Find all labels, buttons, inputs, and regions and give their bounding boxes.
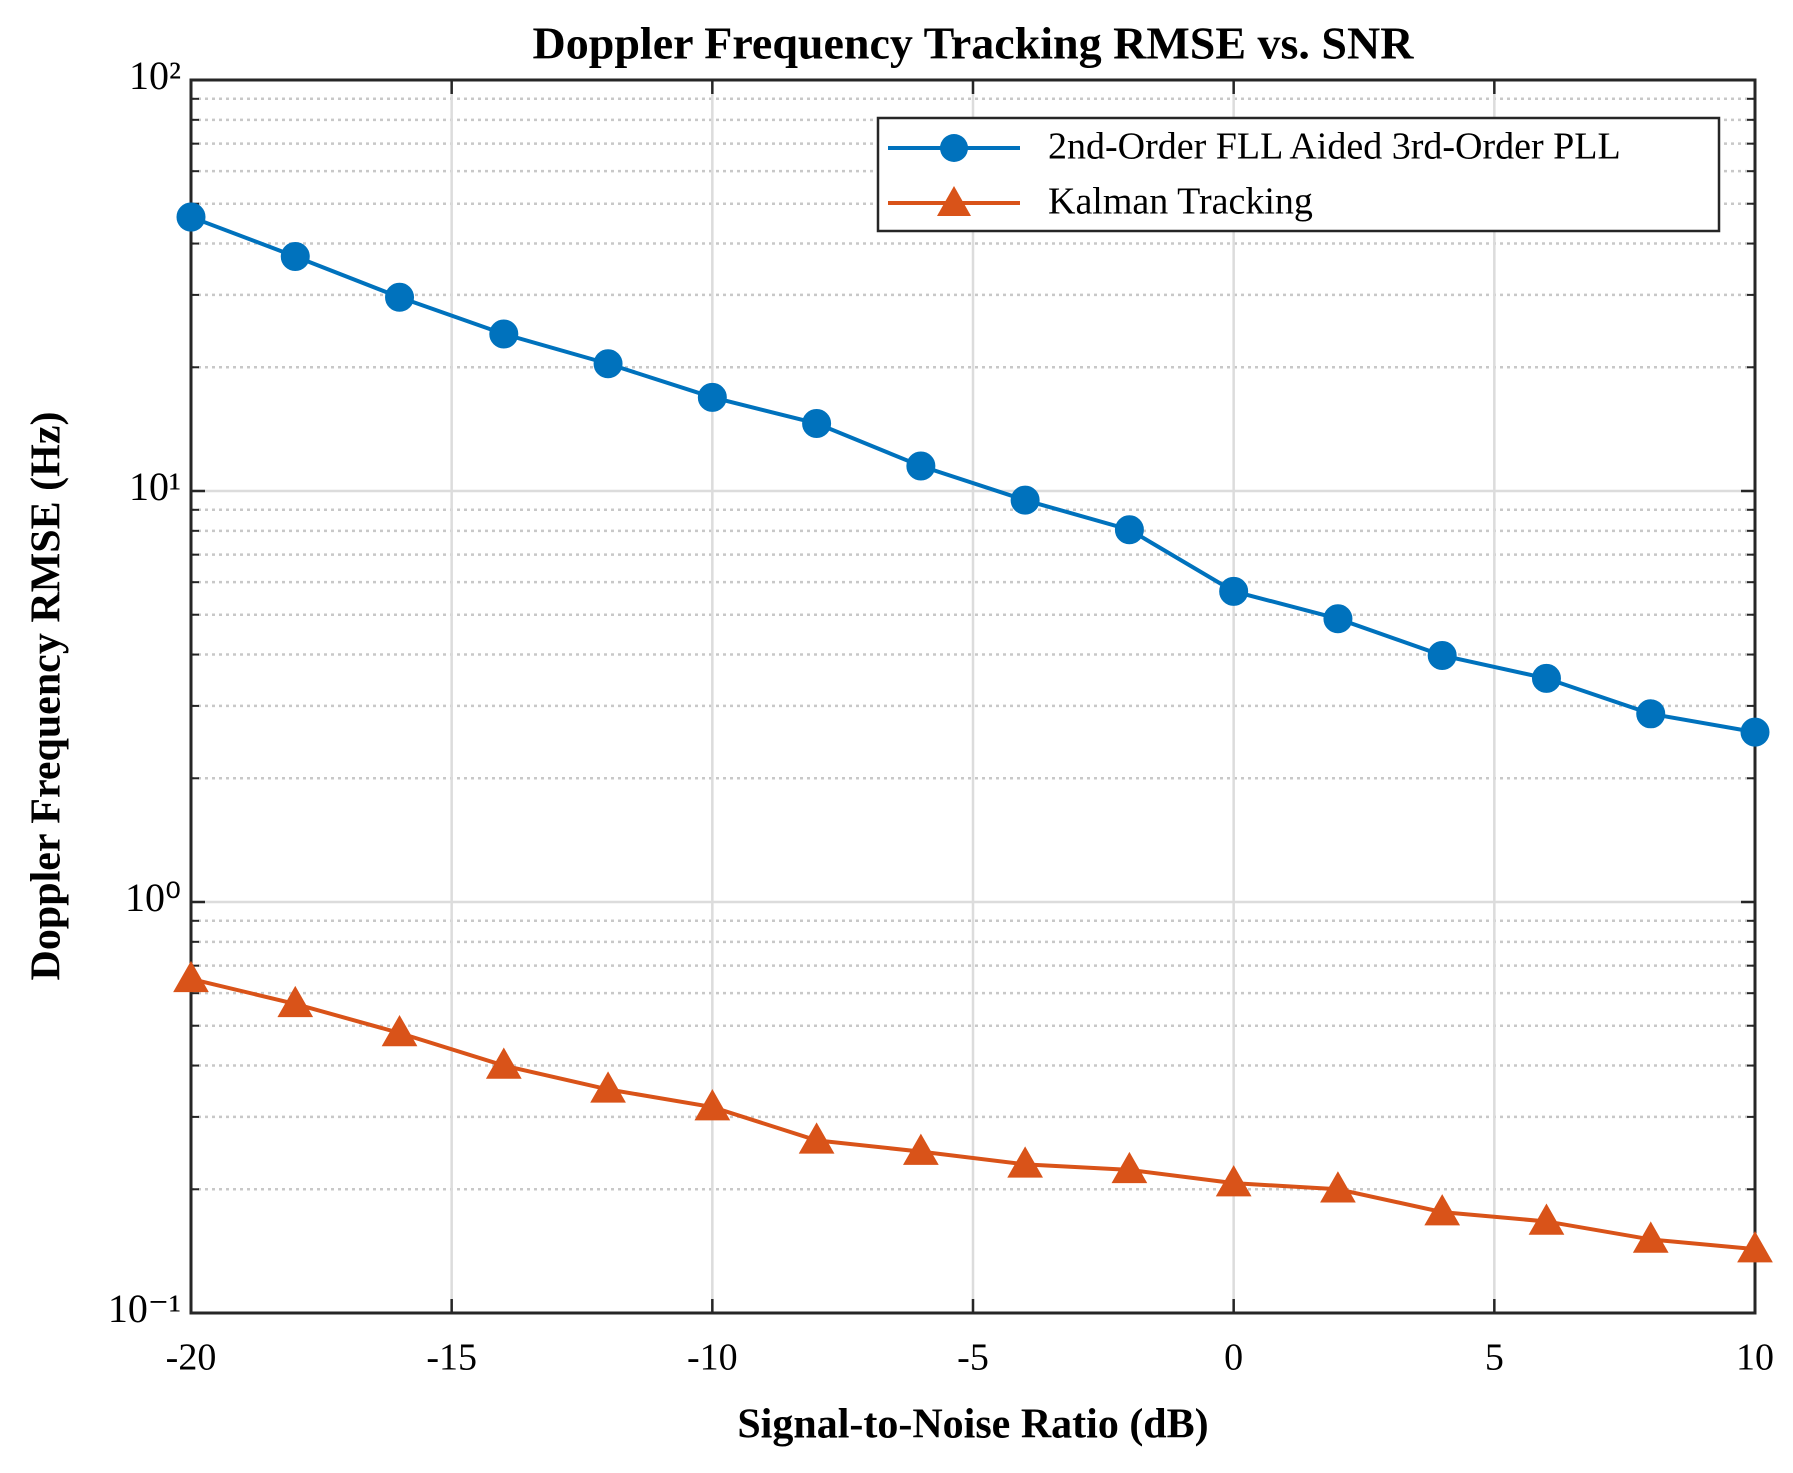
marker — [593, 349, 623, 379]
marker — [1114, 515, 1144, 545]
series-line — [190, 976, 1756, 1252]
marker — [1427, 640, 1457, 670]
y-axis-label: Doppler Frequency RMSE (Hz) — [24, 412, 70, 981]
x-tick-label: -5 — [957, 1337, 989, 1379]
legend-marker — [940, 134, 968, 162]
y-tick-label: 10⁻¹ — [108, 1286, 181, 1331]
legend-label: Kalman Tracking — [1048, 181, 1313, 223]
marker — [385, 282, 415, 312]
marker — [798, 1122, 835, 1154]
marker — [1010, 485, 1040, 515]
marker — [1219, 576, 1249, 606]
marker — [802, 408, 832, 438]
marker — [280, 242, 310, 272]
marker — [590, 1071, 626, 1103]
marker — [1007, 1146, 1043, 1178]
marker — [381, 1015, 418, 1047]
series-line — [190, 215, 1756, 735]
marker — [173, 960, 209, 993]
marker — [1424, 1194, 1461, 1226]
x-axis-label: Signal-to-Noise Ratio (dB) — [737, 1402, 1208, 1448]
y-tick-label: 10⁰ — [125, 875, 181, 920]
marker — [1323, 604, 1353, 634]
marker — [1632, 1221, 1669, 1253]
marker — [1528, 1203, 1565, 1235]
x-tick-label: -15 — [426, 1337, 477, 1379]
marker — [694, 1089, 731, 1121]
x-tick-label: 10 — [1736, 1337, 1774, 1379]
marker — [697, 382, 727, 412]
marker — [1737, 1231, 1773, 1263]
marker — [1740, 717, 1770, 747]
marker — [1111, 1151, 1148, 1184]
y-tick-label: 10² — [129, 53, 181, 98]
x-tick-label: 0 — [1224, 1337, 1243, 1379]
marker — [1636, 699, 1666, 729]
legend-marker — [937, 186, 971, 216]
marker — [176, 202, 206, 232]
legend-label: 2nd-Order FLL Aided 3rd-Order PLL — [1048, 126, 1621, 168]
legend-box — [876, 116, 1721, 233]
chart-title: Doppler Frequency Tracking RMSE vs. SNR — [533, 18, 1415, 69]
marker — [489, 319, 519, 349]
marker — [903, 1133, 939, 1165]
marker — [1215, 1165, 1252, 1197]
marker — [906, 451, 936, 481]
marker — [1320, 1171, 1356, 1203]
plot-frame — [189, 78, 1757, 1315]
x-tick-label: 5 — [1485, 1337, 1504, 1379]
marker — [485, 1047, 522, 1079]
x-tick-label: -10 — [687, 1337, 738, 1379]
marker — [1531, 663, 1561, 693]
x-tick-label: -20 — [166, 1337, 217, 1379]
y-tick-label: 10¹ — [129, 464, 181, 509]
marker — [277, 985, 314, 1018]
